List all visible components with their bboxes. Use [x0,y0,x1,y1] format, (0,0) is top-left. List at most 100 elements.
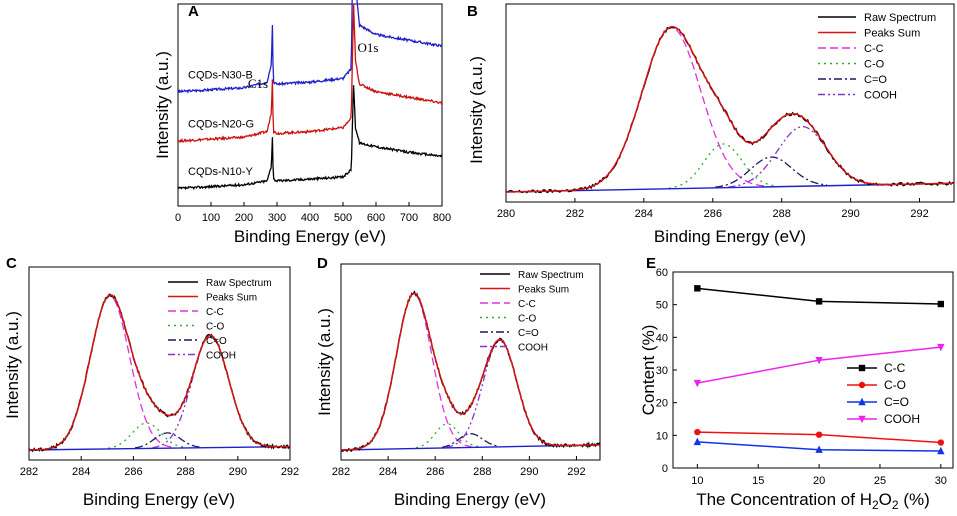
panel-letter-b: B [467,3,478,20]
legend-label-cooh: COOH [518,343,548,354]
x-tick-label: 282 [20,466,38,478]
panel-d: D 282 284 286 288 290 292 Raw Spectrum Peaks S… [315,255,601,509]
legend-label-raw-spectrum: Raw Spectrum [864,12,936,24]
x-tick-label: 282 [566,208,584,220]
legend-label-c-o: C=O [864,74,887,86]
x-tick-label: 284 [72,466,90,478]
x-tick-label: 286 [704,208,722,220]
panel-b: B 280 282 284 286 288 290 292 Raw Spectrum Peak… [467,3,955,246]
x-axis-title-a: Binding Energy (eV) [234,227,386,246]
raw-spectrum-line [340,290,601,453]
legend-label-cooh: COOH [884,412,920,426]
legend-label-peaks-sum: Peaks Sum [518,285,569,296]
plot-frame-c [28,266,291,461]
series-label-cqds-n20-g: CQDs-N20-G [188,119,254,131]
legend-label-raw-spectrum: Raw Spectrum [206,278,272,289]
legend-label-cooh: COOH [206,351,236,362]
x-tick-label-a: 800 [433,212,451,224]
legend-label-c-o: C=O [518,328,539,339]
x-tick-label-e: 20 [813,475,825,487]
plot-area-b: 280 282 284 286 288 290 292 [497,25,955,220]
y-axis-title-c: Intensity (a.u.) [3,311,22,419]
series-line-cqds-n10-y [178,85,443,191]
peaks-sum-line [340,292,601,451]
component-c-c [356,293,472,450]
data-point-cooh [693,379,702,388]
x-tick-label-e: 10 [691,475,703,487]
x-tick-label: 284 [379,466,397,478]
panel-letter-d: D [317,255,328,272]
y-tick-label-e: 40 [656,332,668,344]
y-tick-label-e: 30 [656,365,668,377]
legend-label-c-c: C-C [884,361,906,375]
x-axis-title-b: Binding Energy (eV) [654,227,806,246]
x-tick-label: 288 [773,208,791,220]
x-axis-a: 0 100 200 300 400 500 600 700 800 [175,202,451,224]
x-tick-label-a: 0 [175,212,181,224]
x-tick-label: 280 [497,208,515,220]
legend-marker-c-o [858,397,866,406]
legend-label-raw-spectrum: Raw Spectrum [518,270,584,281]
series-label-cqds-n10-y: CQDs-N10-Y [188,166,253,178]
panel-letter-c: C [6,255,17,272]
component-c=o [134,432,200,449]
x-axis-title-c: Binding Energy (eV) [83,490,235,509]
x-tick-label-a: 200 [235,212,253,224]
plot-frame-b [505,3,955,203]
x-tick-label: 288 [176,466,194,478]
component-c=o [715,156,828,188]
component-cooh [446,339,554,448]
x-axis-title-e: The Concentration of H2O2 (%) [696,490,930,512]
baseline [28,445,291,451]
x-tick-label: 292 [567,466,585,478]
x-tick-label-e: 30 [935,475,947,487]
plot-area-c: 282 284 286 288 290 292 [20,293,299,478]
y-axis-title-b: Intensity (a.u.) [467,56,486,164]
x-tick-label: 286 [426,466,444,478]
peaks-sum-line [29,294,290,451]
panel-a: A 0 100 200 300 400 500 600 700 800 CQDs-N30-BCQ… [153,0,451,246]
x-tick-label: 288 [473,466,491,478]
x-tick-label: 292 [281,466,299,478]
x-tick-label-a: 600 [367,212,385,224]
legend-label-c-o: C=O [206,336,227,347]
y-tick-label-e: 10 [656,430,668,442]
panel-letter-a: A [188,3,199,20]
x-tick-label-a: 100 [202,212,220,224]
plot-area-e: 10 15 20 25 30 0 10 20 30 40 50 60 [656,267,947,487]
x-tick-label-e: 25 [874,475,886,487]
component-cooh [728,126,875,188]
legend-e: C-C C-O C=O COOH [847,361,920,426]
x-tick-label-a: 300 [268,212,286,224]
y-tick-label-e: 20 [656,398,668,410]
panel-letter-e: E [646,255,656,272]
y-tick-label-e: 50 [656,300,668,312]
y-axis-title-a: Intensity (a.u.) [153,51,172,159]
component-c=o [441,433,500,448]
peak-label-o1s: O1s [358,40,379,55]
data-point-cooh [815,357,823,365]
raw-spectrum-line [505,25,955,194]
panel-c: C 282 284 286 288 290 292 Raw Spectrum Peaks S… [3,255,299,509]
legend-label-c-o: C=O [884,395,909,409]
legend-label-c-c: C-C [864,43,884,55]
x-tick-label: 286 [124,466,142,478]
component-c-o [668,143,777,189]
legend-label-cooh: COOH [864,90,897,102]
legend-marker-c-c [858,364,866,372]
x-tick-label-a: 500 [334,212,352,224]
legend-label-c-o: C-O [884,378,906,392]
y-tick-label-e: 0 [662,463,668,475]
x-tick-label: 290 [841,208,859,220]
data-point-c-o [937,439,945,446]
data-point-c-c [694,285,701,292]
legend-label-c-o: C-O [518,314,537,325]
x-tick-label: 290 [520,466,538,478]
legend-label-c-o: C-O [206,322,225,333]
series-line-cqds-n30-b [177,0,443,94]
series-line-cqds-n20-g [177,3,443,144]
x-tick-label-a: 400 [301,212,319,224]
data-point-c-o [815,445,823,453]
